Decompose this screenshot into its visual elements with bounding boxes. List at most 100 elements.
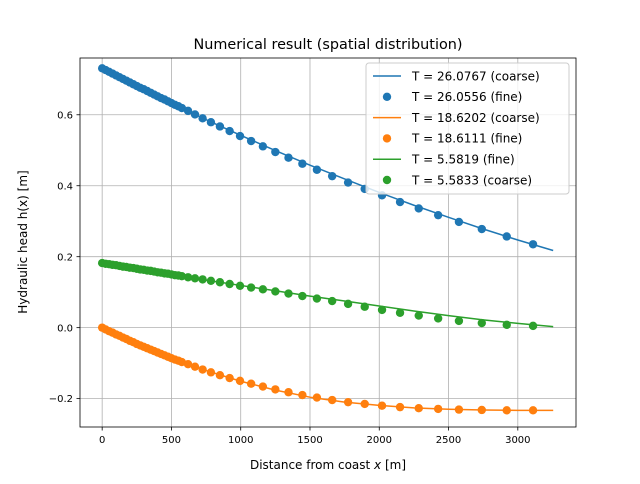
data-point bbox=[377, 401, 387, 410]
data-point bbox=[414, 204, 423, 213]
data-point bbox=[183, 106, 193, 116]
legend-marker-swatch bbox=[382, 92, 392, 102]
data-point bbox=[433, 210, 443, 220]
data-point bbox=[502, 320, 511, 330]
legend-marker-swatch bbox=[382, 134, 392, 143]
legend-entry: T = 26.0767 (coarse) bbox=[373, 69, 540, 83]
series-group bbox=[97, 64, 554, 415]
data-point bbox=[206, 368, 216, 377]
y-tick-label: 0.0 bbox=[57, 323, 73, 334]
y-tick-label: 0.2 bbox=[57, 252, 73, 263]
data-point bbox=[454, 316, 464, 326]
x-tick-label: 2500 bbox=[436, 435, 461, 446]
data-point bbox=[502, 232, 511, 241]
data-point bbox=[414, 404, 423, 413]
data-point bbox=[395, 197, 405, 207]
data-point bbox=[198, 114, 207, 123]
data-point bbox=[177, 103, 187, 113]
legend-marker-swatch bbox=[382, 175, 392, 185]
y-axis-label: Hydraulic head h(x) [m] bbox=[16, 170, 30, 313]
data-point bbox=[225, 279, 234, 289]
y-tick-label: −0.2 bbox=[49, 394, 73, 405]
data-point bbox=[343, 299, 353, 309]
legend-label: T = 18.6202 (coarse) bbox=[411, 111, 540, 125]
data-point bbox=[477, 318, 486, 328]
data-point bbox=[343, 397, 353, 407]
data-point bbox=[454, 405, 464, 414]
data-point bbox=[327, 395, 337, 405]
data-point bbox=[327, 171, 337, 181]
data-point bbox=[360, 399, 369, 409]
data-point bbox=[360, 302, 369, 311]
legend-entry: T = 5.5819 (fine) bbox=[373, 153, 515, 167]
legend-entries: T = 26.0767 (coarse) T = 26.0556 (fine) T … bbox=[373, 69, 540, 187]
x-tick-label: 2000 bbox=[367, 435, 392, 446]
data-point bbox=[225, 126, 234, 136]
data-point bbox=[433, 314, 443, 323]
data-point bbox=[215, 278, 225, 287]
data-point bbox=[298, 390, 307, 400]
data-point bbox=[183, 273, 193, 282]
legend: T = 26.0767 (coarse) T = 26.0556 (fine) T … bbox=[365, 62, 570, 195]
y-tick-label: 0.4 bbox=[57, 181, 73, 192]
plot-area bbox=[97, 64, 554, 415]
data-point bbox=[312, 165, 322, 174]
data-point bbox=[225, 373, 234, 383]
data-point bbox=[235, 281, 245, 290]
data-point bbox=[377, 305, 387, 315]
data-point bbox=[312, 393, 322, 402]
data-point bbox=[312, 294, 322, 303]
x-axis-label-prefix: Distance from coast bbox=[250, 458, 374, 472]
data-point bbox=[190, 110, 200, 119]
y-tick-label: 0.6 bbox=[57, 110, 73, 121]
data-point bbox=[454, 217, 464, 227]
data-point bbox=[502, 406, 511, 415]
data-point bbox=[246, 136, 256, 146]
legend-label: T = 26.0556 (fine) bbox=[411, 90, 522, 104]
data-point bbox=[327, 296, 337, 306]
legend-entry: T = 18.6111 (fine) bbox=[382, 132, 522, 146]
data-point bbox=[528, 321, 538, 331]
legend-label: T = 26.0767 (coarse) bbox=[411, 69, 540, 83]
data-point bbox=[190, 274, 200, 283]
axes-frame bbox=[79, 57, 577, 428]
data-point bbox=[215, 122, 225, 131]
data-point bbox=[258, 382, 268, 391]
chart-title: Numerical result (spatial distribution) bbox=[194, 37, 463, 53]
data-point bbox=[271, 287, 280, 296]
data-point bbox=[395, 402, 405, 412]
series-5 bbox=[97, 258, 538, 331]
x-tick-label: 500 bbox=[162, 435, 181, 446]
data-point bbox=[258, 285, 268, 294]
data-point bbox=[198, 275, 207, 284]
x-axis-label-suffix: [m] bbox=[381, 458, 406, 472]
data-point bbox=[177, 272, 187, 281]
series-3 bbox=[97, 323, 538, 415]
data-point bbox=[271, 385, 280, 394]
data-point bbox=[343, 178, 353, 187]
data-point bbox=[433, 404, 443, 414]
data-point bbox=[206, 276, 216, 286]
data-point bbox=[284, 289, 293, 298]
x-tick-label: 1500 bbox=[297, 435, 322, 446]
legend-entry: T = 5.5833 (coarse) bbox=[382, 173, 532, 187]
data-point bbox=[284, 153, 293, 162]
data-point bbox=[235, 131, 245, 141]
data-point bbox=[215, 371, 225, 380]
data-point bbox=[414, 311, 423, 320]
data-point bbox=[235, 376, 245, 386]
data-point bbox=[258, 142, 268, 151]
data-point bbox=[477, 405, 486, 415]
legend-entry: T = 26.0556 (fine) bbox=[382, 90, 522, 104]
legend-label: T = 5.5833 (coarse) bbox=[411, 173, 532, 187]
legend-entry: T = 18.6202 (coarse) bbox=[373, 111, 540, 125]
x-tick-label: 1000 bbox=[228, 435, 253, 446]
data-point bbox=[206, 118, 216, 127]
legend-label: T = 18.6111 (fine) bbox=[411, 132, 522, 146]
data-point bbox=[528, 406, 538, 415]
data-point bbox=[395, 308, 405, 317]
x-axis-label-variable: x bbox=[373, 458, 382, 472]
axis-ticks: 0 500 1000 1500 2000 2500 3000 −0.2 0.0 0.2 0.4 0.6 bbox=[49, 110, 531, 446]
